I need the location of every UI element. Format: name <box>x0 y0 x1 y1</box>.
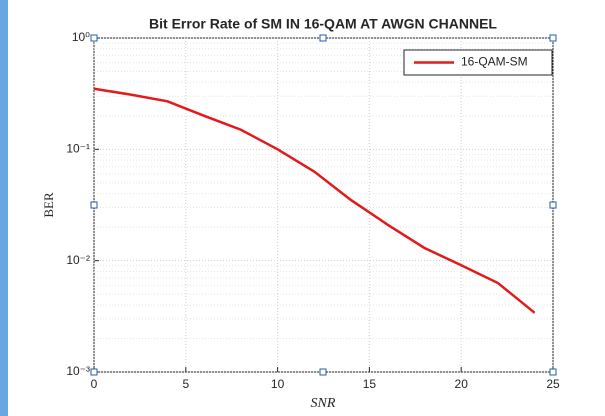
x-tick-label: 15 <box>363 377 377 391</box>
x-tick-label: 10 <box>271 377 285 391</box>
data-line <box>93 87 536 314</box>
y-tick-label: 10⁻³ <box>66 364 90 378</box>
chart-title: Bit Error Rate of SM IN 16-QAM AT AWGN C… <box>149 16 497 32</box>
x-tick-label: 20 <box>455 377 469 391</box>
y-tick-label: 10⁰ <box>72 30 90 44</box>
legend-label: 16-QAM-SM <box>461 55 528 69</box>
x-tick-label: 5 <box>182 377 189 391</box>
x-tick-label: 0 <box>91 377 98 391</box>
x-axis-label: SNR <box>311 396 336 411</box>
selection-handles <box>90 34 557 376</box>
window-edge <box>0 0 8 416</box>
axes-box <box>93 37 554 373</box>
y-tick-label: 10⁻² <box>66 253 90 267</box>
y-tick-label: 10⁻¹ <box>66 142 90 156</box>
x-tick-label: 25 <box>546 377 560 391</box>
y-axis-label: BER <box>41 192 56 218</box>
